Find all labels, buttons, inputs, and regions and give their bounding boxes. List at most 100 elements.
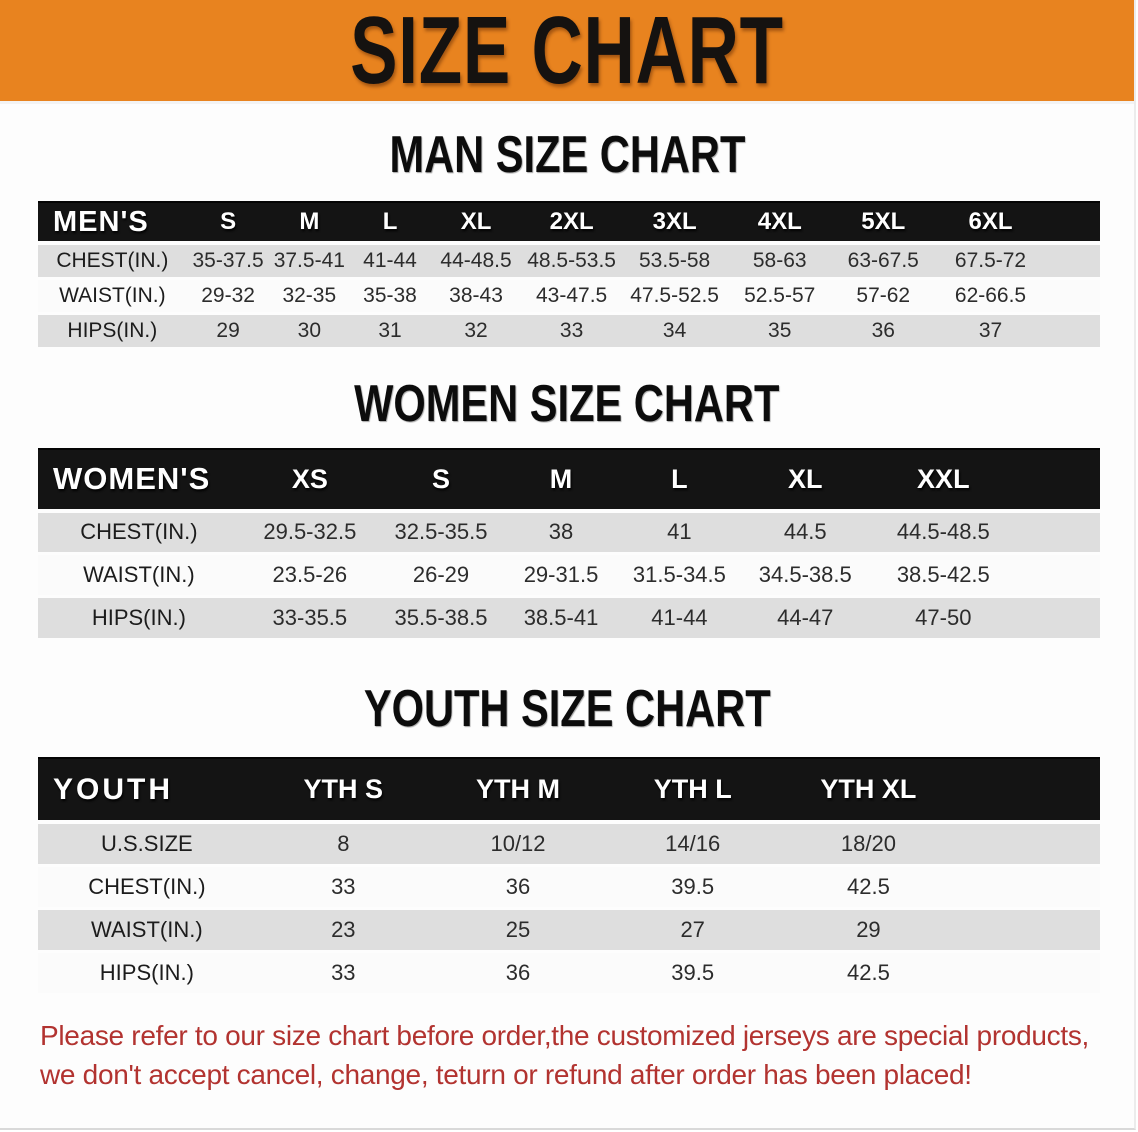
size-cell: 41-44 [651,605,708,630]
size-cell: 32.5-35.5 [394,519,488,545]
youth-chart-title: YOUTH SIZE CHART [0,683,1134,735]
column-header-3xl: 3XL [622,201,728,243]
column-header-l: L [349,201,431,243]
table-header-row: YOUTH YTH S YTH M YTH L YTH XL [38,757,1100,822]
spacer-cell [957,822,1100,865]
table-row-waist-in: WAIST(IN.) 29-32 32-35 35-38 38-43 43-47.5 47.… [38,278,1100,313]
row-label: WAIST(IN.) [59,283,166,307]
size-cell: 10/12 [490,830,546,856]
column-header-5xl: 5XL [832,201,935,243]
row-label: HIPS(IN.) [91,605,186,630]
size-cell: 44.5 [783,519,827,545]
table-corner-label: WOMEN'S [38,447,240,511]
size-cell: 43-47.5 [535,283,608,307]
row-label: WAIST(IN.) [83,562,195,587]
column-header-xl: XL [430,201,522,243]
table-row-chest-in: CHEST(IN.) 33 36 39.5 42.5 [38,865,1100,908]
table-header-row: MEN'S S M L XL 2XL 3XL 4XL 5XL 6XL [38,201,1100,243]
column-header-yth-l: YTH L [605,757,781,822]
women-chart-title-text: WOMEN SIZE CHART [354,374,780,433]
size-cell: 31.5-34.5 [632,562,726,587]
size-cell: 31 [378,318,402,342]
table-row-chest-in: CHEST(IN.) 29.5-32.5 32.5-35.5 38 41 44.5 44.5… [38,510,1100,554]
size-cell: 29-32 [201,283,255,307]
column-header-l: L [619,447,739,511]
size-cell: 8 [337,830,350,856]
size-cell: 47-50 [915,605,972,630]
column-header-yth-m: YTH M [430,757,606,822]
table-row-hips-in: HIPS(IN.) 33-35.5 35.5-38.5 38.5-41 41-44 44-… [38,596,1100,640]
size-cell: 44-47 [777,605,834,630]
size-cell: 34 [662,318,687,342]
size-cell: 37.5-41 [273,248,345,272]
row-label: U.S.SIZE [101,830,193,856]
men-size-table: MEN'S S M L XL 2XL 3XL 4XL 5XL 6XL CHEST(IN.) 35-37… [38,201,1100,350]
size-cell: 23 [331,916,356,942]
table-row-u-s-size: U.S.SIZE 8 10/12 14/16 18/20 [38,822,1100,865]
footer-note: Please refer to our size chart before or… [40,1016,1096,1094]
youth-size-table: YOUTH YTH S YTH M YTH L YTH XL U.S.SIZE 8 10/12… [38,757,1100,996]
size-cell: 35-37.5 [192,248,264,272]
note-line-2: we don't accept cancel, change, teturn o… [40,1058,972,1090]
size-cell: 35 [768,318,792,342]
spacer-cell [1015,554,1100,597]
header-spacer-cell [956,757,1100,822]
spacer-cell [1015,597,1100,640]
size-cell: 29 [216,318,240,342]
size-cell: 29-31.5 [523,562,599,587]
row-label: CHEST(IN.) [80,519,198,545]
size-cell: 44-48.5 [440,248,512,272]
size-cell: 32-35 [282,283,337,307]
size-cell: 37 [978,318,1003,342]
column-header-xs: XS [239,447,380,511]
size-cell: 62-66.5 [954,283,1027,307]
header-spacer-cell [1014,447,1100,511]
size-cell: 38.5-42.5 [896,562,990,587]
table-header-row: WOMEN'S XS S M L XL XXL [38,447,1100,511]
column-header-yth-s: YTH S [255,757,431,822]
size-cell: 41-44 [363,248,417,272]
spacer-cell [1047,243,1100,278]
size-cell: 33 [559,318,584,342]
row-label: HIPS(IN.) [99,959,194,985]
spacer-cell [957,865,1100,908]
column-header-xl: XL [738,447,872,511]
youth-chart-title-text: YOUTH SIZE CHART [363,680,771,738]
spacer-cell [1047,313,1100,348]
size-cell: 35.5-38.5 [394,605,488,630]
table-row-hips-in: HIPS(IN.) 29 30 31 32 33 34 35 36 37 [38,313,1100,348]
column-header-m: M [502,447,620,511]
table-corner-label: MEN'S [38,201,187,243]
size-cell: 53.5-58 [638,248,711,272]
size-cell: 18/20 [840,830,896,856]
size-cell: 47.5-52.5 [630,283,719,307]
column-header-xxl: XXL [871,447,1015,511]
size-cell: 30 [297,318,321,342]
size-cell: 26-29 [412,562,470,587]
column-header-yth-xl: YTH XL [780,757,957,822]
table-row-waist-in: WAIST(IN.) 23.5-26 26-29 29-31.5 31.5-34.5 34… [38,553,1100,597]
size-cell: 57-62 [856,283,911,307]
row-label: HIPS(IN.) [67,318,158,342]
size-cell: 29.5-32.5 [263,519,357,545]
header-spacer-cell [1046,201,1100,243]
size-cell: 44.5-48.5 [896,519,990,545]
size-cell: 39.5 [671,959,715,985]
banner-title: SIZE CHART [350,0,784,104]
row-label: CHEST(IN.) [56,248,169,272]
size-cell: 34.5-38.5 [758,562,852,587]
size-cell: 67.5-72 [954,248,1027,272]
size-cell: 63-67.5 [847,248,919,272]
row-label: WAIST(IN.) [91,916,203,942]
note-line-1: Please refer to our size chart before or… [40,1019,1090,1051]
size-cell: 14/16 [665,830,721,856]
column-header-m: M [269,201,350,243]
column-header-s: S [186,201,270,243]
spacer-cell [957,908,1100,951]
size-cell: 33-35.5 [272,605,348,630]
size-cell: 36 [871,318,895,342]
size-cell: 23.5-26 [272,562,348,587]
size-cell: 25 [505,916,531,942]
size-cell: 29 [856,916,881,942]
column-header-6xl: 6XL [934,201,1047,243]
